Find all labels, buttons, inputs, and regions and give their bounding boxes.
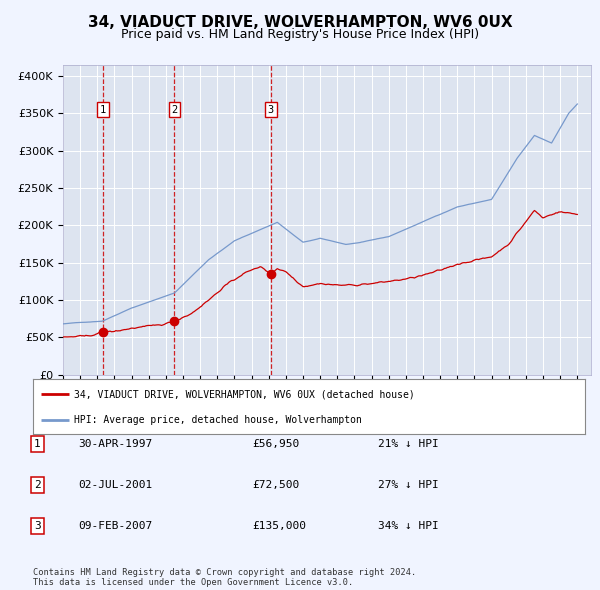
Text: Price paid vs. HM Land Registry's House Price Index (HPI): Price paid vs. HM Land Registry's House … <box>121 28 479 41</box>
Text: 27% ↓ HPI: 27% ↓ HPI <box>378 480 439 490</box>
Text: £135,000: £135,000 <box>252 522 306 531</box>
Text: 34, VIADUCT DRIVE, WOLVERHAMPTON, WV6 0UX: 34, VIADUCT DRIVE, WOLVERHAMPTON, WV6 0U… <box>88 15 512 30</box>
Text: 1: 1 <box>34 439 41 448</box>
Text: 1: 1 <box>100 104 106 114</box>
Text: 2: 2 <box>34 480 41 490</box>
Text: 21% ↓ HPI: 21% ↓ HPI <box>378 439 439 448</box>
Text: 30-APR-1997: 30-APR-1997 <box>78 439 152 448</box>
Text: 3: 3 <box>34 522 41 531</box>
Text: 2: 2 <box>172 104 178 114</box>
Text: Contains HM Land Registry data © Crown copyright and database right 2024.
This d: Contains HM Land Registry data © Crown c… <box>33 568 416 587</box>
Text: 02-JUL-2001: 02-JUL-2001 <box>78 480 152 490</box>
Text: £56,950: £56,950 <box>252 439 299 448</box>
Text: 09-FEB-2007: 09-FEB-2007 <box>78 522 152 531</box>
Text: 34% ↓ HPI: 34% ↓ HPI <box>378 522 439 531</box>
Text: HPI: Average price, detached house, Wolverhampton: HPI: Average price, detached house, Wolv… <box>74 415 362 425</box>
Text: £72,500: £72,500 <box>252 480 299 490</box>
Text: 3: 3 <box>268 104 274 114</box>
Text: 34, VIADUCT DRIVE, WOLVERHAMPTON, WV6 0UX (detached house): 34, VIADUCT DRIVE, WOLVERHAMPTON, WV6 0U… <box>74 389 415 399</box>
